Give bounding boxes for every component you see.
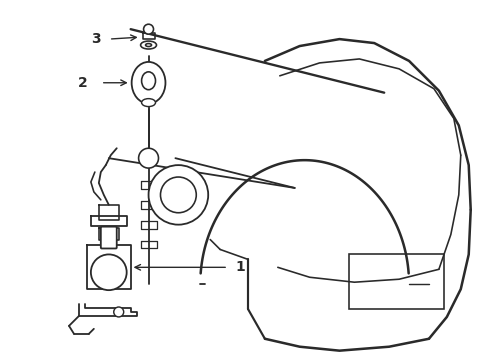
Circle shape: [114, 307, 123, 317]
Ellipse shape: [141, 41, 156, 49]
Ellipse shape: [142, 99, 155, 107]
Text: 1: 1: [235, 260, 245, 274]
Ellipse shape: [142, 72, 155, 90]
Text: 2: 2: [78, 76, 88, 90]
Bar: [349, 255, 444, 309]
Circle shape: [144, 24, 153, 34]
Circle shape: [91, 255, 127, 290]
Circle shape: [148, 165, 208, 225]
Circle shape: [139, 148, 158, 168]
Circle shape: [161, 177, 196, 213]
Ellipse shape: [146, 44, 151, 46]
Text: 3: 3: [91, 32, 100, 46]
FancyBboxPatch shape: [101, 227, 117, 248]
Ellipse shape: [132, 62, 166, 104]
